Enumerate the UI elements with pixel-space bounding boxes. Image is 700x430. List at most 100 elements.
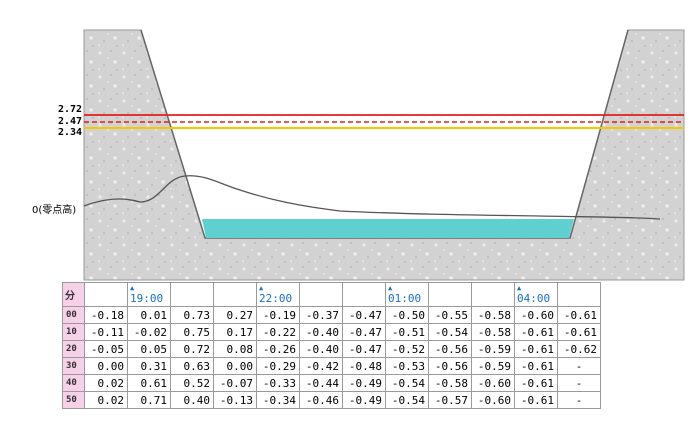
value-cell: 0.27 — [213, 306, 257, 324]
minute-label: 50 — [62, 391, 85, 409]
value-cell: -0.13 — [213, 391, 257, 409]
value-cell: -0.49 — [342, 391, 386, 409]
riverbank-ground — [83, 29, 685, 281]
time-tick-icon: ▲ — [259, 284, 264, 292]
value-cell: -0.47 — [342, 340, 386, 358]
value-cell: -0.60 — [471, 391, 515, 409]
table-row: 10 -0.11 -0.02 0.75 0.17 -0.22 -0.40 -0.47 -0.51… — [62, 323, 601, 341]
table-row: 30 0.00 0.31 0.63 0.00 -0.29 -0.42 -0.48 -0.53 -0… — [62, 357, 601, 375]
value-cell: -0.46 — [299, 391, 343, 409]
water-level-trend-line — [83, 175, 661, 220]
value-cell: -0.29 — [256, 357, 300, 375]
value-cell: -0.61 — [514, 374, 558, 392]
value-cell: -0.37 — [299, 306, 343, 324]
value-cell: 0.01 — [127, 306, 171, 324]
dashed-level-label: 2.47 — [58, 116, 82, 127]
table-header-row: 分 ▲ 19:00 ▲ 22:00 ▲ 01:00 ▲ 04:00 — [62, 282, 601, 307]
hour-header-cell: ▲ 04:00 — [514, 282, 558, 307]
value-cell: -0.07 — [213, 374, 257, 392]
value-cell: -0.54 — [428, 323, 472, 341]
table-row: 00 -0.18 0.01 0.73 0.27 -0.19 -0.37 -0.47 -0.50-… — [62, 306, 601, 324]
value-cell: -0.48 — [342, 357, 386, 375]
red-level-label: 2.72 — [58, 104, 82, 115]
value-cell: -0.61 — [557, 323, 601, 341]
time-marker-label: 01:00 — [388, 292, 422, 305]
hour-header-cell — [342, 282, 386, 307]
value-cell: - — [557, 374, 601, 392]
value-cell: -0.05 — [84, 340, 128, 358]
river-cross-section: 2.72 2.47 2.34 0(零点高) — [32, 29, 685, 281]
value-cell: -0.19 — [256, 306, 300, 324]
value-cell: 0.08 — [213, 340, 257, 358]
value-cell: -0.60 — [471, 374, 515, 392]
value-cell: -0.59 — [471, 340, 515, 358]
value-cell: - — [557, 391, 601, 409]
value-cell: 0.63 — [170, 357, 214, 375]
value-cell: -0.52 — [385, 340, 429, 358]
value-cell: -0.54 — [385, 374, 429, 392]
value-cell: -0.53 — [385, 357, 429, 375]
value-cell: -0.62 — [557, 340, 601, 358]
time-marker-label: 22:00 — [259, 292, 293, 305]
value-cell: 0.31 — [127, 357, 171, 375]
value-cell: 0.17 — [213, 323, 257, 341]
value-cell: -0.02 — [127, 323, 171, 341]
value-cell: -0.11 — [84, 323, 128, 341]
value-cell: -0.47 — [342, 323, 386, 341]
value-cell: -0.61 — [557, 306, 601, 324]
value-cell: -0.40 — [299, 323, 343, 341]
value-cell: -0.51 — [385, 323, 429, 341]
minute-header: 分 — [62, 282, 85, 307]
time-tick-icon: ▲ — [130, 284, 135, 292]
hour-header-cell — [170, 282, 214, 307]
hour-header-cell — [299, 282, 343, 307]
value-cell: 0.61 — [127, 374, 171, 392]
value-cell: 0.02 — [84, 391, 128, 409]
table-row: 20 -0.05 0.05 0.72 0.08 -0.26 -0.40 -0.47 -0.52-… — [62, 340, 601, 358]
value-cell: 0.75 — [170, 323, 214, 341]
zero-point-label: 0(零点高) — [32, 203, 76, 216]
hour-header-cell — [213, 282, 257, 307]
water-body — [202, 219, 574, 238]
hour-header-cell — [557, 282, 601, 307]
minute-label: 20 — [62, 340, 85, 358]
value-cell: -0.61 — [514, 340, 558, 358]
value-cell: -0.58 — [471, 323, 515, 341]
hour-header-cell — [471, 282, 515, 307]
hour-header-cell — [84, 282, 128, 307]
value-cell: -0.59 — [471, 357, 515, 375]
value-cell: 0.02 — [84, 374, 128, 392]
value-cell: -0.40 — [299, 340, 343, 358]
value-cell: -0.50 — [385, 306, 429, 324]
value-cell: 0.05 — [127, 340, 171, 358]
table-row: 40 0.02 0.61 0.52 -0.07 -0.33 -0.44 -0.49 -0.54-… — [62, 374, 601, 392]
minute-label: 00 — [62, 306, 85, 324]
value-cell: 0.52 — [170, 374, 214, 392]
value-cell: -0.56 — [428, 340, 472, 358]
minute-label: 40 — [62, 374, 85, 392]
value-cell: -0.61 — [514, 323, 558, 341]
value-cell: -0.54 — [385, 391, 429, 409]
value-cell: -0.49 — [342, 374, 386, 392]
value-cell: -0.55 — [428, 306, 472, 324]
value-cell: - — [557, 357, 601, 375]
value-cell: -0.58 — [471, 306, 515, 324]
value-cell: 0.72 — [170, 340, 214, 358]
hour-header-cell — [428, 282, 472, 307]
value-cell: -0.44 — [299, 374, 343, 392]
value-cell: -0.61 — [514, 357, 558, 375]
value-cell: -0.22 — [256, 323, 300, 341]
value-cell: -0.60 — [514, 306, 558, 324]
value-cell: -0.42 — [299, 357, 343, 375]
hour-header-cell: ▲ 19:00 — [127, 282, 171, 307]
value-cell: -0.57 — [428, 391, 472, 409]
channel-outline — [140, 29, 629, 239]
value-cell: -0.61 — [514, 391, 558, 409]
hour-header-cell: ▲ 22:00 — [256, 282, 300, 307]
value-cell: 0.00 — [84, 357, 128, 375]
value-cell: -0.47 — [342, 306, 386, 324]
minute-label: 30 — [62, 357, 85, 375]
time-tick-icon: ▲ — [517, 284, 522, 292]
time-marker-label: 04:00 — [517, 292, 551, 305]
value-cell: -0.34 — [256, 391, 300, 409]
